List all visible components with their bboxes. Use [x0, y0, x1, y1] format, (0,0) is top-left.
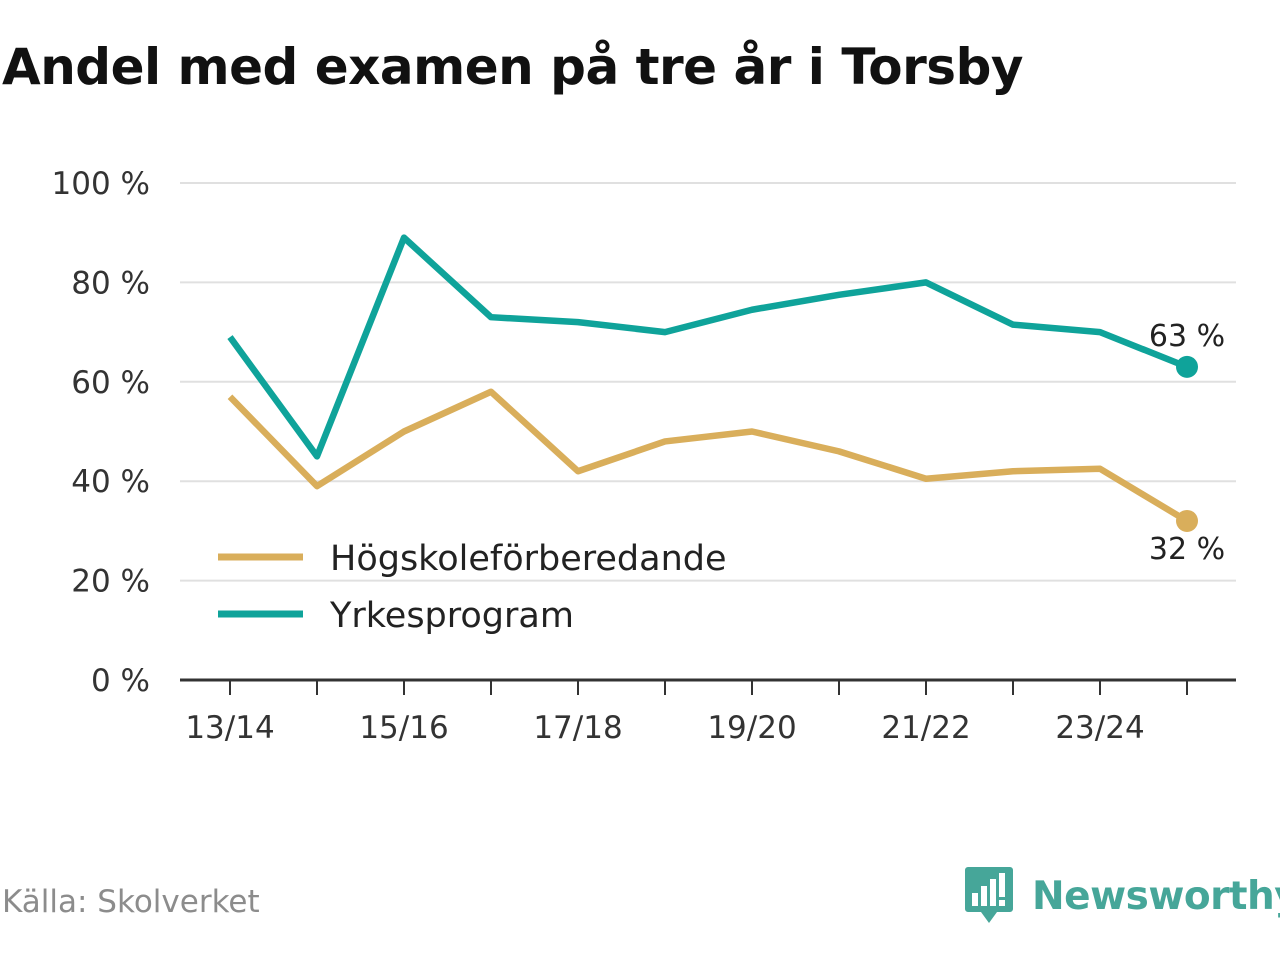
gridlines	[180, 182, 1236, 582]
chart-title: Andel med examen på tre år i Torsby	[2, 38, 1023, 96]
end-label-1: 63 %	[1149, 319, 1225, 354]
brand-name: Newsworthy	[1032, 873, 1280, 919]
legend-background	[206, 527, 759, 579]
x-tick-label-8: 21/22	[881, 710, 970, 746]
y-tick-label-0: 0 %	[91, 663, 150, 699]
legend-label-0: Högskoleförberedande	[330, 539, 727, 579]
source-note: Källa: Skolverket	[2, 884, 260, 920]
legend: Högskoleförberedande Yrkesprogram	[206, 527, 759, 636]
x-tick-label-0: 13/14	[185, 710, 274, 746]
y-axis-labels: 0 % 20 % 40 % 60 % 80 % 100 %	[52, 166, 150, 699]
series-line-1	[227, 234, 1189, 460]
end-label-0: 32 %	[1149, 532, 1225, 567]
end-labels: 32 % 63 %	[1149, 319, 1225, 567]
y-tick-label-40: 40 %	[71, 464, 150, 500]
newsworthy-logo-icon	[965, 867, 1013, 923]
legend-label-1: Yrkesprogram	[329, 596, 574, 636]
x-tick-label-6: 19/20	[707, 710, 796, 746]
x-tick-label-10: 23/24	[1055, 710, 1144, 746]
y-tick-label-100: 100 %	[52, 166, 150, 202]
x-axis-labels: 13/14 15/16 17/18 19/20 21/22 23/24	[185, 710, 1144, 746]
brand-logo[interactable]: Newsworthy	[964, 864, 1280, 928]
series-line-0	[227, 388, 1189, 524]
y-tick-label-60: 60 %	[71, 365, 150, 401]
x-tick-label-2: 15/16	[359, 710, 448, 746]
x-axis	[180, 678, 1236, 695]
y-tick-label-80: 80 %	[71, 265, 150, 301]
y-tick-label-20: 20 %	[71, 564, 150, 600]
series-lines	[227, 234, 1198, 532]
end-marker-0	[1176, 509, 1198, 532]
end-marker-1	[1176, 355, 1198, 378]
x-tick-label-4: 17/18	[533, 710, 622, 746]
